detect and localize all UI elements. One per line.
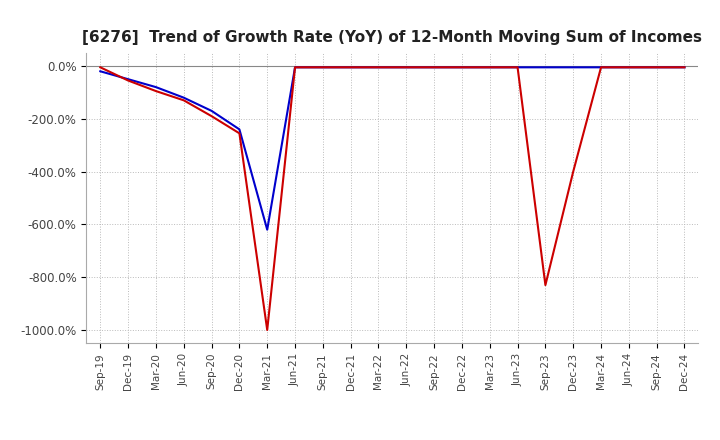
Line: Ordinary Income Growth Rate: Ordinary Income Growth Rate <box>100 67 685 230</box>
Net Income Growth Rate <box>541 282 550 288</box>
Net Income Growth Rate <box>207 114 216 119</box>
Ordinary Income Growth Rate <box>374 65 383 70</box>
Net Income Growth Rate <box>402 65 410 70</box>
Net Income Growth Rate <box>430 65 438 70</box>
Ordinary Income Growth Rate <box>569 65 577 70</box>
Ordinary Income Growth Rate <box>485 65 494 70</box>
Net Income Growth Rate <box>263 327 271 333</box>
Net Income Growth Rate <box>291 65 300 70</box>
Net Income Growth Rate <box>318 65 327 70</box>
Ordinary Income Growth Rate <box>430 65 438 70</box>
Line: Net Income Growth Rate: Net Income Growth Rate <box>100 67 685 330</box>
Net Income Growth Rate <box>346 65 355 70</box>
Net Income Growth Rate <box>652 65 661 70</box>
Net Income Growth Rate <box>569 169 577 174</box>
Ordinary Income Growth Rate <box>318 65 327 70</box>
Ordinary Income Growth Rate <box>291 65 300 70</box>
Ordinary Income Growth Rate <box>124 77 132 82</box>
Net Income Growth Rate <box>235 131 243 136</box>
Ordinary Income Growth Rate <box>263 227 271 232</box>
Ordinary Income Growth Rate <box>652 65 661 70</box>
Ordinary Income Growth Rate <box>597 65 606 70</box>
Ordinary Income Growth Rate <box>235 127 243 132</box>
Ordinary Income Growth Rate <box>541 65 550 70</box>
Net Income Growth Rate <box>458 65 467 70</box>
Net Income Growth Rate <box>152 88 161 94</box>
Ordinary Income Growth Rate <box>179 95 188 100</box>
Net Income Growth Rate <box>513 65 522 70</box>
Net Income Growth Rate <box>374 65 383 70</box>
Net Income Growth Rate <box>124 78 132 83</box>
Ordinary Income Growth Rate <box>152 84 161 90</box>
Net Income Growth Rate <box>680 65 689 70</box>
Net Income Growth Rate <box>624 65 633 70</box>
Net Income Growth Rate <box>96 65 104 70</box>
Net Income Growth Rate <box>597 65 606 70</box>
Ordinary Income Growth Rate <box>680 65 689 70</box>
Net Income Growth Rate <box>179 98 188 103</box>
Title: [6276]  Trend of Growth Rate (YoY) of 12-Month Moving Sum of Incomes: [6276] Trend of Growth Rate (YoY) of 12-… <box>82 29 703 45</box>
Ordinary Income Growth Rate <box>207 108 216 114</box>
Ordinary Income Growth Rate <box>458 65 467 70</box>
Ordinary Income Growth Rate <box>402 65 410 70</box>
Ordinary Income Growth Rate <box>346 65 355 70</box>
Net Income Growth Rate <box>485 65 494 70</box>
Ordinary Income Growth Rate <box>624 65 633 70</box>
Ordinary Income Growth Rate <box>96 69 104 74</box>
Ordinary Income Growth Rate <box>513 65 522 70</box>
